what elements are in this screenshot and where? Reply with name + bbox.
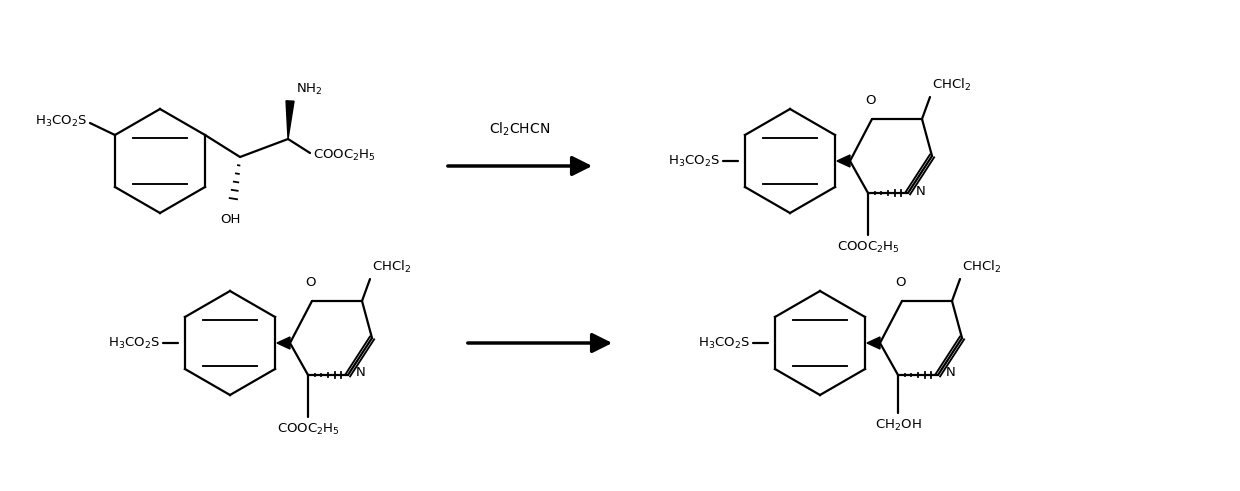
Text: COOC$_2$H$_5$: COOC$_2$H$_5$ [312, 147, 376, 163]
Text: N: N [946, 366, 956, 380]
Polygon shape [277, 337, 290, 349]
Text: COOC$_2$H$_5$: COOC$_2$H$_5$ [277, 422, 340, 437]
Text: O: O [895, 276, 905, 289]
Text: O: O [305, 276, 315, 289]
Text: OH: OH [219, 213, 241, 226]
Text: N: N [356, 366, 366, 380]
Text: NH$_2$: NH$_2$ [296, 82, 322, 97]
Text: Cl$_2$CHCN: Cl$_2$CHCN [490, 121, 551, 138]
Text: H$_3$CO$_2$S: H$_3$CO$_2$S [698, 335, 750, 351]
Text: H$_3$CO$_2$S: H$_3$CO$_2$S [35, 113, 87, 129]
Polygon shape [837, 155, 849, 167]
Text: H$_3$CO$_2$S: H$_3$CO$_2$S [668, 154, 720, 168]
Text: CHCl$_2$: CHCl$_2$ [962, 259, 1001, 275]
Polygon shape [286, 101, 294, 139]
Text: CH$_2$OH: CH$_2$OH [874, 418, 921, 433]
Text: O: O [864, 94, 875, 107]
Text: CHCl$_2$: CHCl$_2$ [372, 259, 412, 275]
Text: COOC$_2$H$_5$: COOC$_2$H$_5$ [837, 240, 899, 255]
Polygon shape [867, 337, 880, 349]
Text: H$_3$CO$_2$S: H$_3$CO$_2$S [108, 335, 160, 351]
Text: CHCl$_2$: CHCl$_2$ [932, 77, 971, 93]
Text: N: N [916, 185, 926, 197]
